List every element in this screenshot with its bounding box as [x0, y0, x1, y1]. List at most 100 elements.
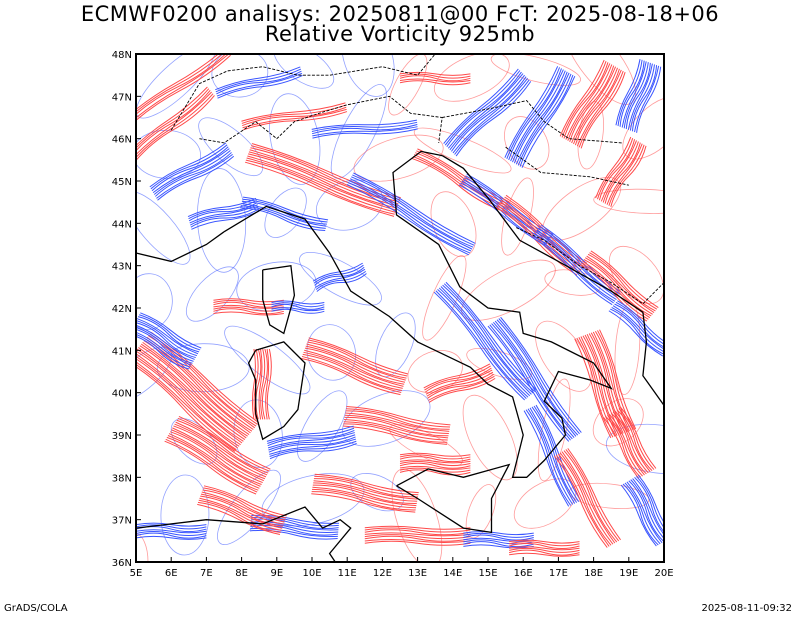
- contour-line: [136, 524, 207, 530]
- contour-line: [344, 419, 449, 439]
- contour-ring: [160, 474, 210, 556]
- contour-line: [139, 345, 248, 437]
- contour-line: [267, 432, 355, 449]
- contour-line: [598, 139, 636, 201]
- contour-line: [399, 465, 471, 470]
- contour-line: [137, 316, 200, 353]
- contour-line: [312, 486, 417, 507]
- coastline: [247, 341, 306, 441]
- contour-line: [576, 69, 622, 147]
- country-border: [505, 146, 629, 186]
- contour-line: [569, 65, 615, 142]
- contour-ring: [353, 134, 444, 182]
- contour-line: [611, 306, 664, 354]
- render-timestamp: 2025-08-11-09:32: [701, 603, 792, 614]
- contour-ring: [622, 95, 664, 160]
- contour-line: [248, 153, 398, 209]
- contour-line: [213, 298, 284, 303]
- contour-line: [215, 68, 302, 93]
- contour-line: [412, 156, 505, 210]
- contour-ring: [433, 54, 510, 102]
- vorticity-band: [411, 148, 510, 212]
- vorticity-band: [187, 197, 260, 230]
- contour-line: [260, 348, 266, 420]
- contour-line: [623, 62, 649, 129]
- country-border: [516, 227, 664, 305]
- contour-line: [586, 255, 655, 314]
- contour-ring: [614, 302, 641, 395]
- contour-ring: [608, 245, 664, 304]
- contour-line: [304, 347, 405, 385]
- contour-line: [574, 68, 620, 146]
- contour-line: [316, 273, 367, 292]
- contour-line: [451, 76, 527, 152]
- contour-line: [437, 288, 529, 398]
- contour-line: [345, 410, 450, 430]
- contour-line: [268, 436, 356, 453]
- contour-line: [411, 157, 504, 212]
- contour-line: [602, 141, 639, 203]
- contour-line: [612, 305, 664, 352]
- contour-line: [509, 552, 580, 557]
- contour-line: [304, 349, 404, 387]
- contour-line: [463, 537, 534, 542]
- contour-line: [203, 485, 287, 517]
- contour-line: [266, 425, 354, 442]
- contour-line: [603, 417, 640, 479]
- contour-line: [311, 493, 416, 513]
- contour-line: [308, 337, 409, 375]
- contour-ring: [490, 54, 581, 86]
- contour-line: [399, 71, 471, 76]
- contour-line: [166, 436, 259, 491]
- vorticity-band: [301, 337, 409, 396]
- contour-line: [136, 54, 230, 125]
- contour-line: [440, 286, 532, 395]
- contour-ring: [605, 423, 664, 475]
- contour-line: [563, 62, 609, 139]
- contour-line: [612, 411, 649, 474]
- contour-line: [199, 497, 283, 529]
- contour-line: [617, 59, 643, 127]
- contour-line: [619, 60, 645, 127]
- contour-line: [301, 355, 402, 394]
- contour-line: [267, 427, 355, 444]
- contour-line: [455, 81, 532, 157]
- contour-line: [509, 547, 580, 553]
- contour-line: [576, 337, 614, 438]
- contour-line: [312, 488, 417, 509]
- longitude-axis: 5E 6E 7E 8E 9E 10E 11E 12E 13E 14E 15E 16E 17E 18E 19E…: [130, 557, 674, 579]
- contour-line: [136, 327, 193, 364]
- contour-ring: [186, 266, 239, 322]
- lon-tick-label: 11E: [338, 568, 357, 579]
- contour-line: [452, 77, 529, 154]
- contour-line: [559, 452, 614, 545]
- lon-tick-label: 14E: [443, 568, 462, 579]
- contour-line: [364, 525, 471, 530]
- vorticity-band: [342, 406, 451, 445]
- vorticity-band: [213, 298, 284, 316]
- map-title: ECMWF0200 analisys: 20250811@00 FcT: 202…: [80, 2, 720, 26]
- contour-line: [266, 348, 272, 420]
- lat-tick-label: 44N: [112, 219, 132, 230]
- lat-tick-label: 46N: [112, 135, 132, 146]
- contour-line: [493, 321, 575, 438]
- contour-line: [508, 543, 580, 549]
- contour-line: [364, 535, 471, 542]
- lon-tick-label: 5E: [130, 568, 143, 579]
- contour-line: [624, 482, 661, 545]
- lat-tick-label: 38N: [112, 473, 132, 484]
- contour-line: [627, 63, 653, 130]
- vorticity-contours: [136, 54, 664, 562]
- contour-line: [136, 321, 196, 359]
- contour-line: [632, 478, 664, 540]
- contour-line: [173, 425, 266, 480]
- contour-ring: [391, 468, 443, 562]
- contour-line: [302, 353, 403, 391]
- vorticity-band: [559, 59, 626, 149]
- contour-line: [152, 148, 230, 194]
- contour-line: [242, 196, 329, 221]
- contour-ring: [413, 127, 512, 174]
- contour-line: [463, 544, 534, 549]
- contour-line: [140, 343, 250, 435]
